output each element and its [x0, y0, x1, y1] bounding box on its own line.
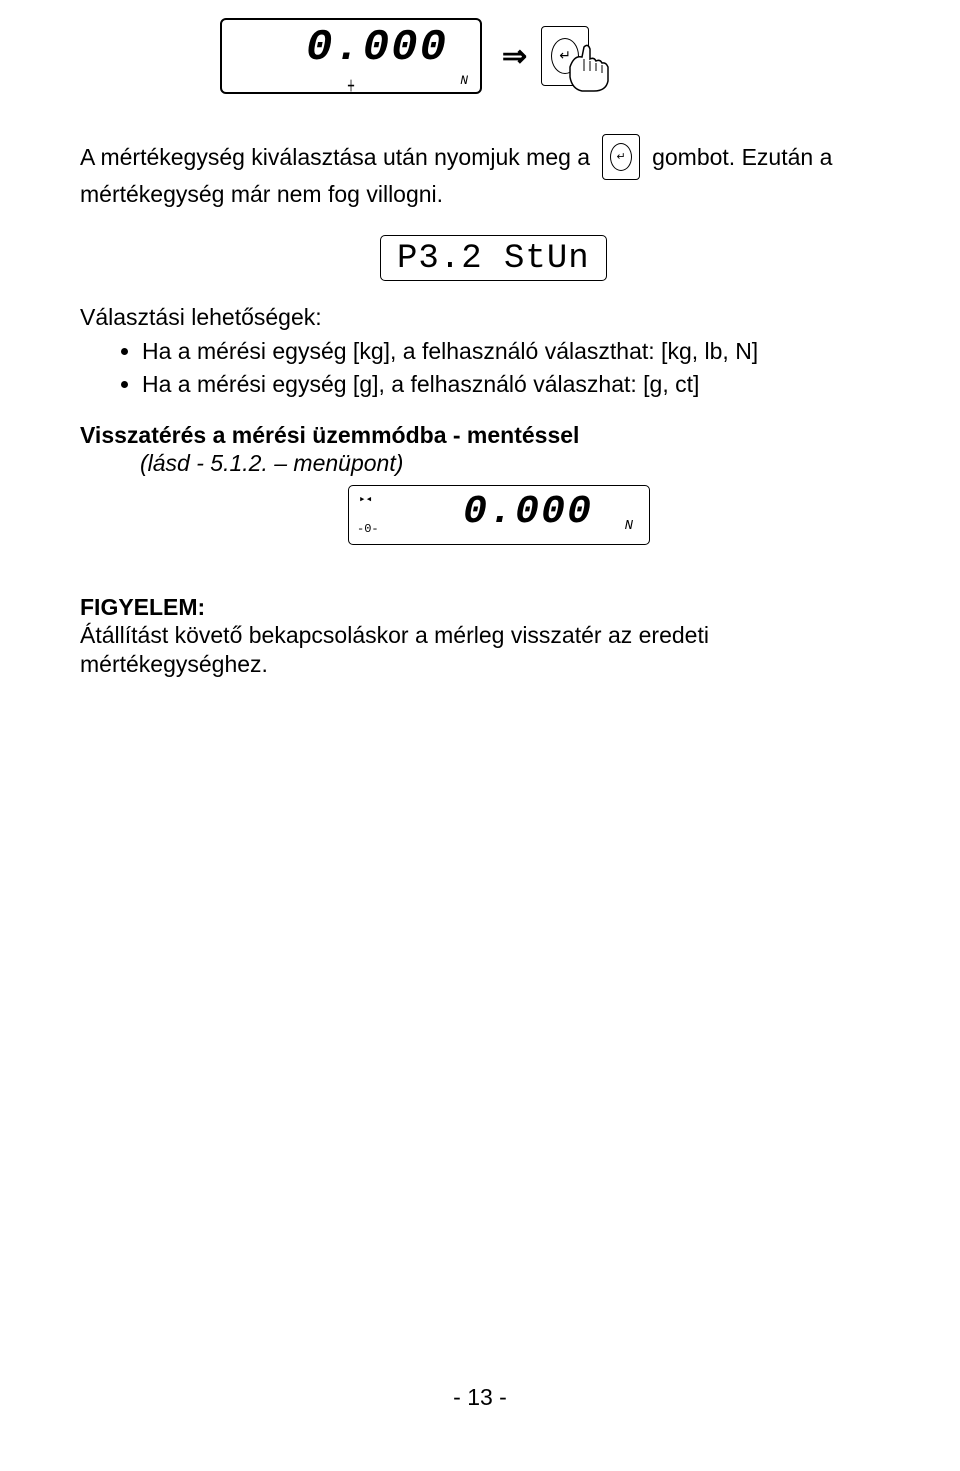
intro-text-b: gombot. Ezután a	[652, 143, 832, 172]
enter-glyph-inline-icon: ↵	[616, 152, 625, 163]
lcd-top-unit: N	[460, 73, 468, 88]
bottom-display-row: ▸◂ -0- 0.000 N	[348, 485, 880, 550]
lcd-display-bottom: ▸◂ -0- 0.000 N	[348, 485, 650, 545]
lcd-top-tick-icon: ┿	[348, 81, 354, 92]
intro-text-line2: mértékegység már nem fog villogni.	[80, 180, 880, 209]
lcd-bottom-indicator-zero: -0-	[357, 522, 379, 536]
return-subtext: (lásd - 5.1.2. – menüpont)	[140, 449, 880, 478]
attention-text: Átállítást követő bekapcsoláskor a mérle…	[80, 621, 880, 679]
lcd-display-mid: P3.2 StUn	[380, 235, 607, 281]
mid-display-row: P3.2 StUn	[380, 235, 880, 281]
enter-button[interactable]: ↵	[541, 26, 589, 86]
lcd-top-value: 0.000	[236, 26, 466, 70]
option-item: Ha a mérési egység [g], a felhasználó vá…	[142, 369, 880, 400]
lcd-bottom-indicator-top: ▸◂	[359, 492, 372, 506]
options-list: Ha a mérési egység [kg], a felhasználó v…	[80, 336, 880, 400]
intro-text-a: A mértékegység kiválasztása után nyomjuk…	[80, 143, 590, 172]
options-heading: Választási lehetőségek:	[80, 303, 880, 332]
attention-label: FIGYELEM:	[80, 594, 880, 621]
return-heading: Visszatérés a mérési üzemmódba - mentéss…	[80, 422, 880, 449]
arrow-right-icon: ⇒	[502, 39, 521, 74]
option-item: Ha a mérési egység [kg], a felhasználó v…	[142, 336, 880, 367]
lcd-bottom-value: 0.000	[463, 490, 593, 535]
intro-paragraph: A mértékegység kiválasztása után nyomjuk…	[80, 134, 880, 209]
enter-key-oval-inline-icon: ↵	[610, 143, 632, 171]
lcd-display-top: 0.000 N ┿	[220, 18, 482, 94]
page-number: - 13 -	[0, 1384, 960, 1411]
enter-button-inline[interactable]: ↵	[602, 134, 640, 180]
top-display-row: 0.000 N ┿ ⇒ ↵	[220, 18, 880, 94]
lcd-bottom-unit: N	[625, 518, 633, 534]
lcd-mid-value: P3.2 StUn	[397, 242, 590, 276]
hand-press-icon	[560, 37, 630, 97]
